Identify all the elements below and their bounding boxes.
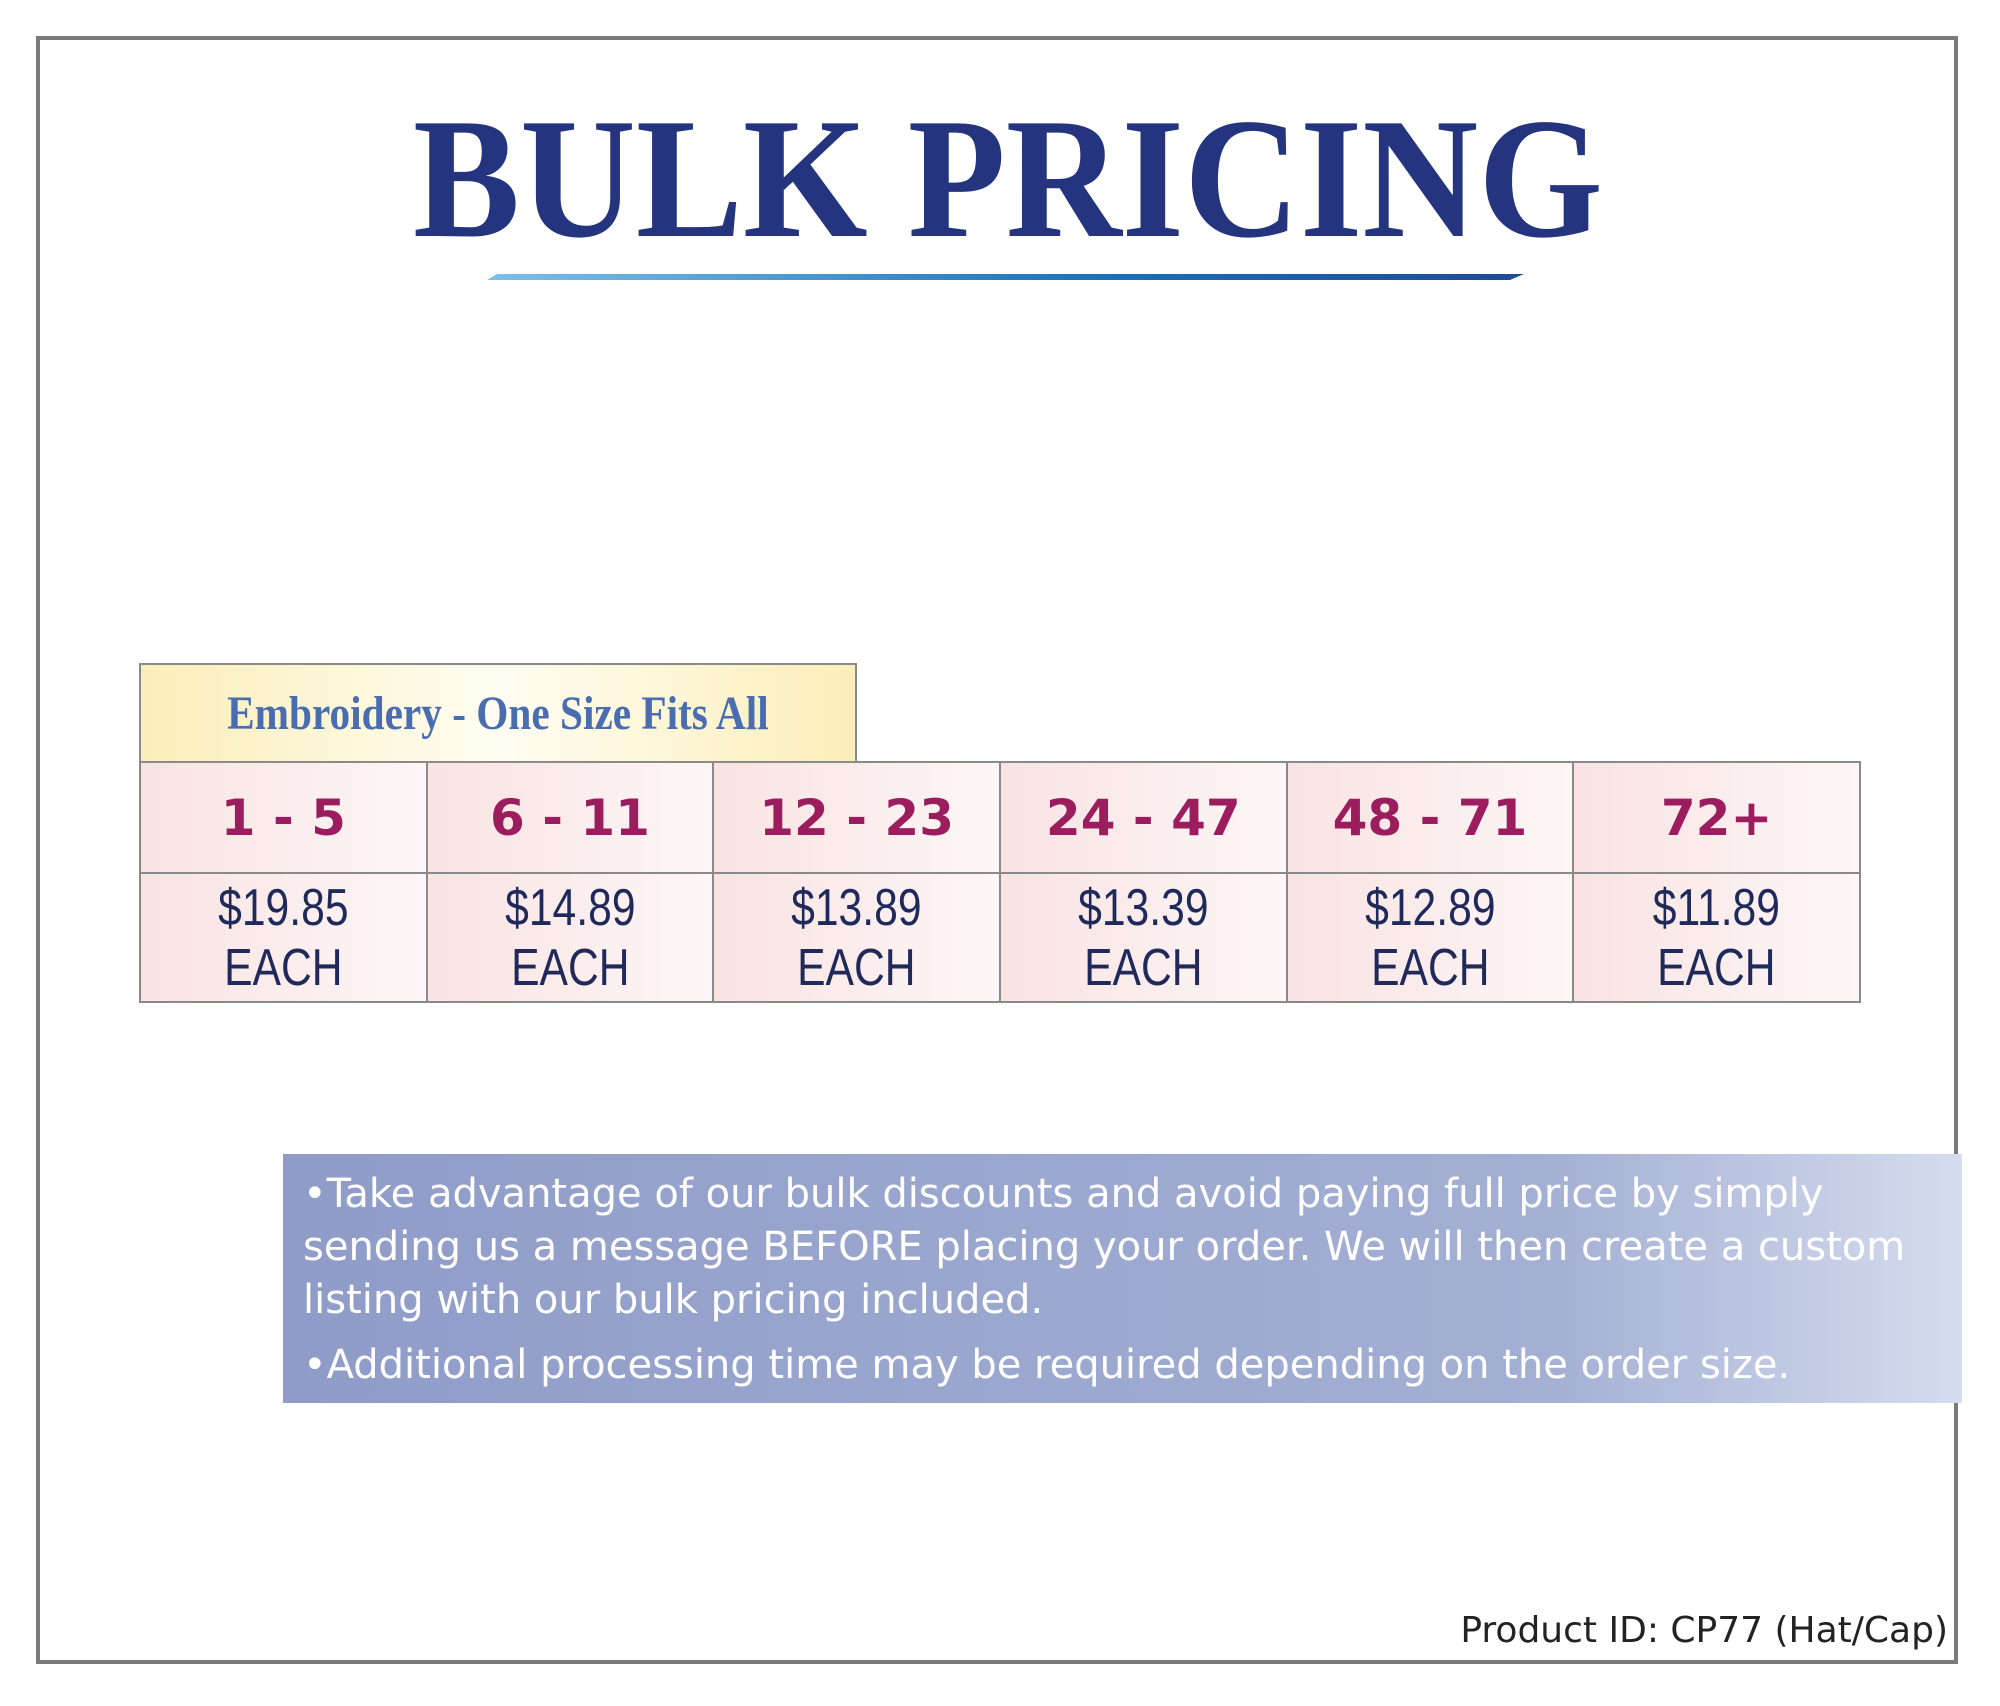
note: •Additional processing time may be requi… — [303, 1342, 1791, 1388]
range-cell: 1 - 5 — [139, 761, 428, 874]
title: BULK PRICING — [413, 90, 1603, 274]
price-text: $19.85 EACH — [218, 878, 349, 997]
range-cell: 48 - 71 — [1285, 761, 1575, 874]
frame — [36, 36, 1958, 1664]
price-text: $13.89 EACH — [791, 878, 922, 997]
price-cell: $13.89 EACH — [712, 872, 1001, 1003]
title-underline — [487, 274, 1524, 280]
product-id: Product ID: CP77 (Hat/Cap) — [1460, 1610, 1948, 1651]
price-cell: $13.39 EACH — [998, 872, 1288, 1003]
notes-box: •Take advantage of our bulk discounts an… — [283, 1154, 1962, 1403]
table-header: Embroidery - One Size Fits All — [139, 663, 857, 761]
price-cell: $14.89 EACH — [425, 872, 715, 1003]
range-cell: 24 - 47 — [998, 761, 1288, 874]
price-cell: $11.89 EACH — [1572, 872, 1861, 1003]
table-header-text: Embroidery - One Size Fits All — [227, 686, 769, 740]
price-text: $12.89 EACH — [1364, 878, 1496, 997]
range-cell: 12 - 23 — [712, 761, 1001, 874]
range-cell: 72+ — [1572, 761, 1861, 874]
price-text: $14.89 EACH — [504, 878, 636, 997]
price-row: $19.85 EACH $14.89 EACH $13.89 EACH $13.39 … — [139, 872, 1861, 1003]
note: •Take advantage of our bulk discounts an… — [303, 1171, 1906, 1323]
price-text: $11.89 EACH — [1653, 878, 1781, 997]
price-cell: $12.89 EACH — [1285, 872, 1575, 1003]
price-text: $13.39 EACH — [1078, 878, 1209, 997]
range-cell: 6 - 11 — [425, 761, 715, 874]
title-block: BULK PRICING — [413, 90, 1603, 280]
price-cell: $19.85 EACH — [139, 872, 428, 1003]
